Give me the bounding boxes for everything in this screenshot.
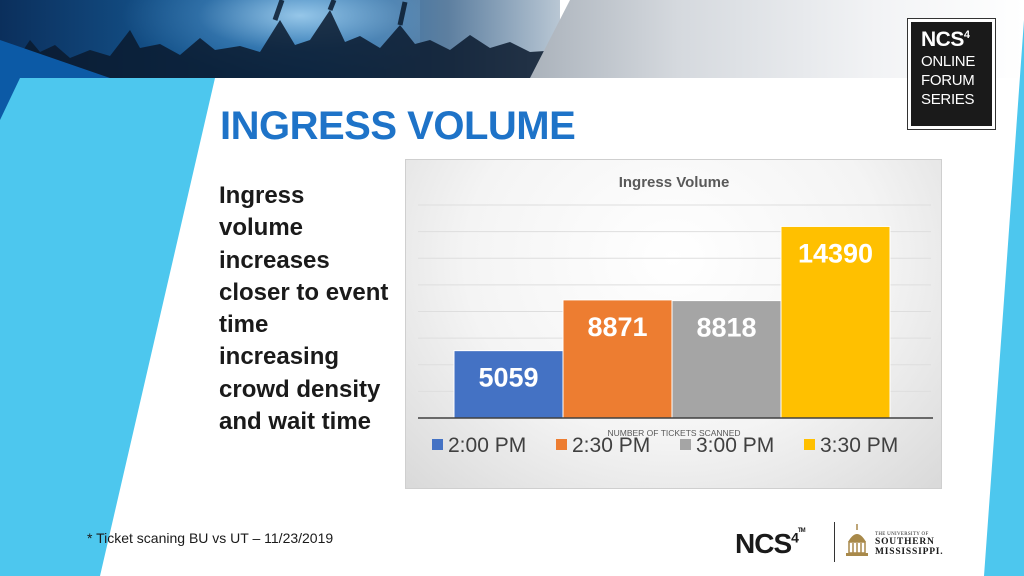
crowd-silhouette bbox=[0, 0, 560, 78]
university-dome-icon bbox=[846, 524, 868, 556]
ingress-volume-chart: Ingress Volume 5059 8871 8818 14390 NUMBER … bbox=[418, 174, 933, 457]
legend-swatch bbox=[804, 439, 815, 450]
chart-title: Ingress Volume bbox=[619, 174, 730, 191]
legend-label: 2:30 PM bbox=[572, 434, 650, 457]
forum-series-logo: NCS4 ONLINE FORUM SERIES bbox=[907, 18, 996, 130]
legend-swatch bbox=[432, 439, 443, 450]
legend-label: 3:00 PM bbox=[696, 434, 774, 457]
legend-label: 3:30 PM bbox=[820, 434, 898, 457]
slide-description: Ingress volume increases closer to event… bbox=[219, 182, 389, 436]
bar-330pm bbox=[780, 225, 891, 419]
data-label: 8871 bbox=[587, 312, 647, 342]
chart-panel: Ingress Volume 5059 8871 8818 14390 NUMBER … bbox=[405, 159, 942, 489]
legend-swatch bbox=[556, 439, 567, 450]
data-label: 8818 bbox=[696, 313, 756, 343]
university-wordmark: THE UNIVERSITY OF SOUTHERN MISSISSIPPI. bbox=[875, 532, 944, 557]
bar-200pm bbox=[453, 350, 564, 419]
data-label: 14390 bbox=[798, 238, 873, 268]
x-axis-label: NUMBER OF TICKETS SCANNED bbox=[607, 428, 740, 438]
right-accent-shape bbox=[984, 20, 1024, 576]
page-title: INGRESS VOLUME bbox=[220, 104, 576, 148]
footnote: * Ticket scaning BU vs UT – 11/23/2019 bbox=[87, 530, 334, 546]
data-label: 5059 bbox=[478, 363, 538, 393]
left-accent-shape bbox=[0, 40, 215, 576]
legend-swatch bbox=[680, 439, 691, 450]
logo-divider bbox=[834, 522, 835, 562]
ncs4-logo: NCS4TM bbox=[735, 528, 806, 559]
bar-300pm bbox=[671, 300, 782, 419]
legend-label: 2:00 PM bbox=[448, 434, 526, 457]
